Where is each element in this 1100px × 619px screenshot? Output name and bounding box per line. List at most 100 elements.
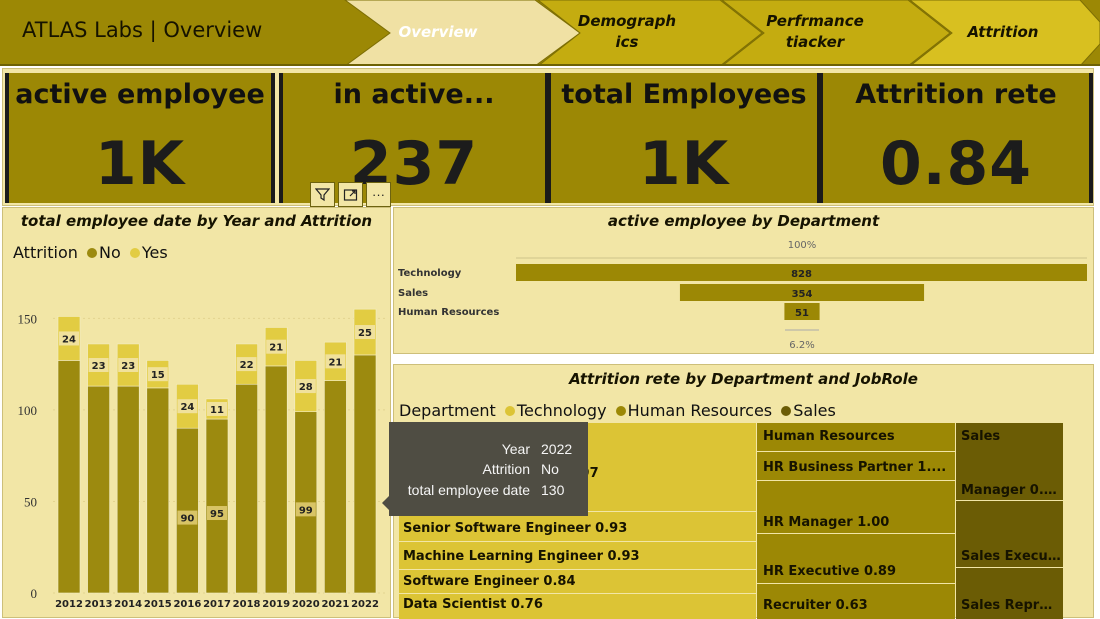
nav-chevron-performance — [721, 0, 951, 66]
dept-bar-Technology — [516, 264, 1087, 281]
x-tick-label: 2015 — [144, 599, 172, 610]
treemap-cell-label[interactable]: Manager 0.95 — [961, 483, 1061, 498]
header-bar: ATLAS Labs | Overview Overview Demograph… — [0, 0, 1100, 66]
data-label-bg — [59, 331, 79, 346]
tooltip-value: 130 — [541, 482, 565, 498]
x-tick-label: 2018 — [233, 599, 261, 610]
legend-no-swatch — [86, 248, 97, 258]
bar-no-2015 — [146, 387, 170, 594]
y-tick-label: 0 — [31, 586, 38, 601]
bar-no-2022 — [353, 354, 377, 594]
x-tick-label: 2012 — [55, 599, 83, 610]
data-label-bg — [266, 339, 287, 354]
legend-sales-label[interactable]: Sales — [793, 401, 836, 420]
x-tick-label: 2021 — [321, 599, 349, 610]
x-tick-label: 2017 — [203, 599, 231, 610]
x-tick-label: 2020 — [292, 599, 320, 610]
dept-category-label: Sales — [398, 288, 428, 299]
treemap-cell-label[interactable]: Sales Executi... — [961, 549, 1061, 564]
tooltip-key: Attrition — [482, 461, 530, 477]
legend-yes-label[interactable]: Yes — [141, 243, 168, 262]
data-label-yes: 23 — [92, 361, 106, 372]
dept-value-label: 354 — [792, 289, 813, 300]
data-label-bg — [177, 399, 198, 414]
filter-icon[interactable] — [310, 182, 335, 207]
kpi-card-active-employee[interactable]: active employee 1K — [5, 73, 275, 203]
bar-no-2012 — [57, 360, 81, 594]
treemap-sales-header: Sales — [961, 429, 1001, 444]
data-label-yes: 24 — [62, 334, 76, 345]
nav-tab-demographics[interactable]: Demograph ics — [566, 11, 688, 53]
data-label-bg — [88, 358, 109, 373]
legend-sales-swatch — [781, 406, 792, 416]
tooltip-key: total employee date — [407, 482, 530, 498]
treemap-cell-label[interactable]: Machine Learning Engineer 0.93 — [403, 549, 640, 564]
tooltip-value: No — [541, 461, 559, 477]
year-attrition-chart-panel[interactable]: 0 50 100 150 24 2012 23 2013 23 2014 15 2015 24 90 201… — [2, 207, 391, 618]
nav-tab-overview[interactable]: Overview — [378, 22, 498, 43]
kpi-label: in active... — [333, 79, 495, 110]
legend-no-label[interactable]: No — [98, 243, 121, 262]
treemap-hr-block[interactable] — [757, 423, 955, 619]
treemap-cell-label[interactable]: Senior Software Engineer 0.93 — [403, 521, 628, 536]
kpi-label: active employee — [15, 79, 265, 110]
dept-category-label: Human Resources — [398, 307, 499, 318]
treemap-sales-block[interactable] — [956, 423, 1063, 619]
year-attrition-chart: 0 50 100 150 24 2012 23 2013 23 2014 15 2015 24 90 201… — [18, 308, 388, 610]
x-tick-label: 2016 — [173, 599, 201, 610]
data-label-bg — [236, 357, 257, 372]
data-label-bg — [177, 510, 198, 525]
data-label-yes: 28 — [299, 382, 313, 393]
treemap-cell-label[interactable]: Data Scientist 0.76 — [403, 597, 543, 612]
legend-hr-swatch — [615, 406, 626, 416]
data-label-bg — [207, 401, 227, 416]
focus-mode-icon[interactable] — [338, 182, 363, 207]
chart-legend: Attrition No Yes — [13, 243, 168, 262]
header-bottom-border — [0, 64, 1100, 66]
kpi-value: 1K — [94, 129, 186, 199]
data-label-bg — [295, 502, 316, 517]
legend-technology-label[interactable]: Technology — [516, 401, 607, 420]
nav-chevrons — [0, 0, 1100, 66]
nav-chevron-overview — [344, 0, 581, 66]
kpi-label: Attrition rete — [855, 79, 1057, 110]
department-chart-panel[interactable]: 100% Technology 828 Sales 354 Human Resources… — [393, 207, 1094, 354]
chart-title: Attrition rete by Department and JobRole — [569, 370, 918, 388]
treemap-legend: Department Technology Human Resources Sa… — [399, 401, 836, 420]
treemap-cell-label[interactable]: HR Manager 1.00 — [763, 515, 890, 530]
nav-tab-label: Overview — [398, 23, 478, 41]
nav-tab-attrition[interactable]: Attrition — [942, 22, 1064, 43]
treemap-cell-label[interactable]: HR Business Partner 1.... — [763, 460, 947, 475]
visual-toolbar: ··· — [310, 182, 391, 208]
y-tick-label: 100 — [18, 403, 38, 418]
nav-tab-label: Attrition — [967, 23, 1039, 41]
kpi-value: 0.84 — [879, 129, 1033, 199]
kpi-value: 1K — [638, 129, 730, 199]
legend-technology-swatch — [504, 406, 515, 416]
treemap-cell-label[interactable]: Software Engineer 0.84 — [403, 574, 576, 589]
treemap-cell-label[interactable]: HR Executive 0.89 — [763, 564, 897, 579]
tooltip-row-year: Year 2022 — [389, 441, 588, 461]
dept-value-label: 828 — [791, 269, 812, 280]
bar-no-2018 — [235, 383, 258, 594]
legend-hr-label[interactable]: Human Resources — [627, 401, 773, 420]
nav-chevron-attrition — [909, 0, 1100, 66]
tooltip-row-total: total employee date 130 — [389, 482, 588, 502]
data-label-no: 95 — [210, 509, 224, 520]
data-label-yes: 11 — [210, 405, 224, 416]
more-options-icon[interactable]: ··· — [366, 182, 391, 207]
kpi-card-attrition-rate[interactable]: Attrition rete 0.84 — [819, 73, 1093, 203]
nav-tab-performance-tracker[interactable]: Perfrmance tiacker — [752, 11, 878, 53]
legend-title: Department — [399, 401, 496, 420]
data-label-bg — [295, 379, 316, 394]
dept-bar-Human Resources — [784, 303, 820, 320]
nav-tab-label-line2: ics — [615, 33, 639, 51]
treemap-cell-label[interactable]: Sales Represe... — [961, 598, 1061, 613]
kpi-card-total-employees[interactable]: total Employees 1K — [547, 73, 821, 203]
chart-tooltip: Year 2022 Attrition No total employee da… — [382, 422, 588, 516]
chart-title: total employee date by Year and Attritio… — [20, 212, 373, 230]
treemap-cell-label[interactable]: Recruiter 0.63 — [763, 598, 868, 613]
data-label-bg — [325, 354, 346, 369]
treemap-hr-header: Human Resources — [763, 429, 895, 444]
